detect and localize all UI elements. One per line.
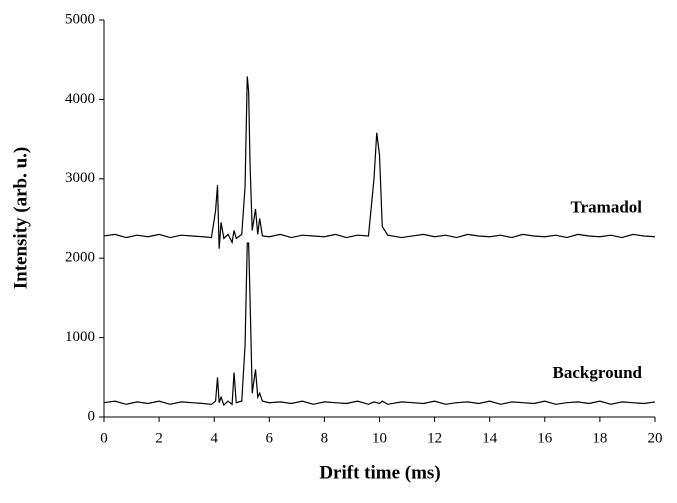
x-tick-label: 16 <box>537 430 553 446</box>
y-tick-label: 0 <box>88 408 96 424</box>
series-label: Tramadol <box>571 198 643 217</box>
x-tick-label: 0 <box>100 430 108 446</box>
x-tick-label: 20 <box>648 430 663 446</box>
x-tick-label: 6 <box>266 430 274 446</box>
series-label: Background <box>553 363 643 382</box>
y-axis-title: Intensity (arb. u.) <box>10 147 31 290</box>
x-tick-label: 2 <box>155 430 163 446</box>
x-tick-label: 8 <box>321 430 329 446</box>
y-tick-label: 2000 <box>65 250 95 266</box>
y-tick-label: 1000 <box>65 329 95 345</box>
y-tick-label: 5000 <box>65 11 95 27</box>
x-tick-label: 10 <box>372 430 387 446</box>
series-line <box>103 242 656 407</box>
y-tick-label: 4000 <box>65 91 95 107</box>
y-tick-label: 3000 <box>65 170 95 186</box>
x-tick-label: 4 <box>210 430 218 446</box>
x-axis-title: Drift time (ms) <box>319 462 440 483</box>
x-tick-label: 18 <box>592 430 607 446</box>
x-tick-label: 12 <box>427 430 442 446</box>
series-line <box>103 76 656 249</box>
x-tick-label: 14 <box>482 430 498 446</box>
